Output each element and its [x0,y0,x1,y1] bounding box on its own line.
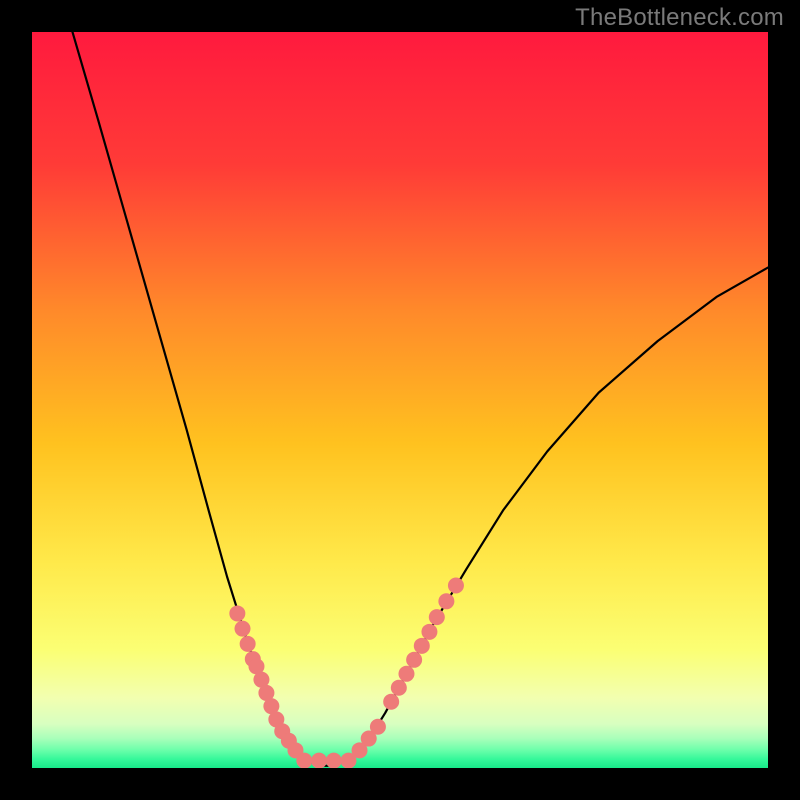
bead-marker [429,609,445,625]
plot-area [32,32,768,768]
bead-marker [406,652,422,668]
gradient-background [32,32,768,768]
plot-svg [32,32,768,768]
bead-marker [370,719,386,735]
bead-marker [391,680,407,696]
bead-marker [421,624,437,640]
bead-marker [240,636,256,652]
bead-marker [311,753,327,768]
watermark-text: TheBottleneck.com [575,4,784,32]
bead-marker [398,666,414,682]
bead-marker [438,593,454,609]
bead-marker [414,638,430,654]
bead-marker [296,753,312,768]
bead-marker [383,694,399,710]
bead-marker [229,605,245,621]
bead-marker [235,621,251,637]
bead-marker [326,753,342,768]
bead-marker [448,577,464,593]
